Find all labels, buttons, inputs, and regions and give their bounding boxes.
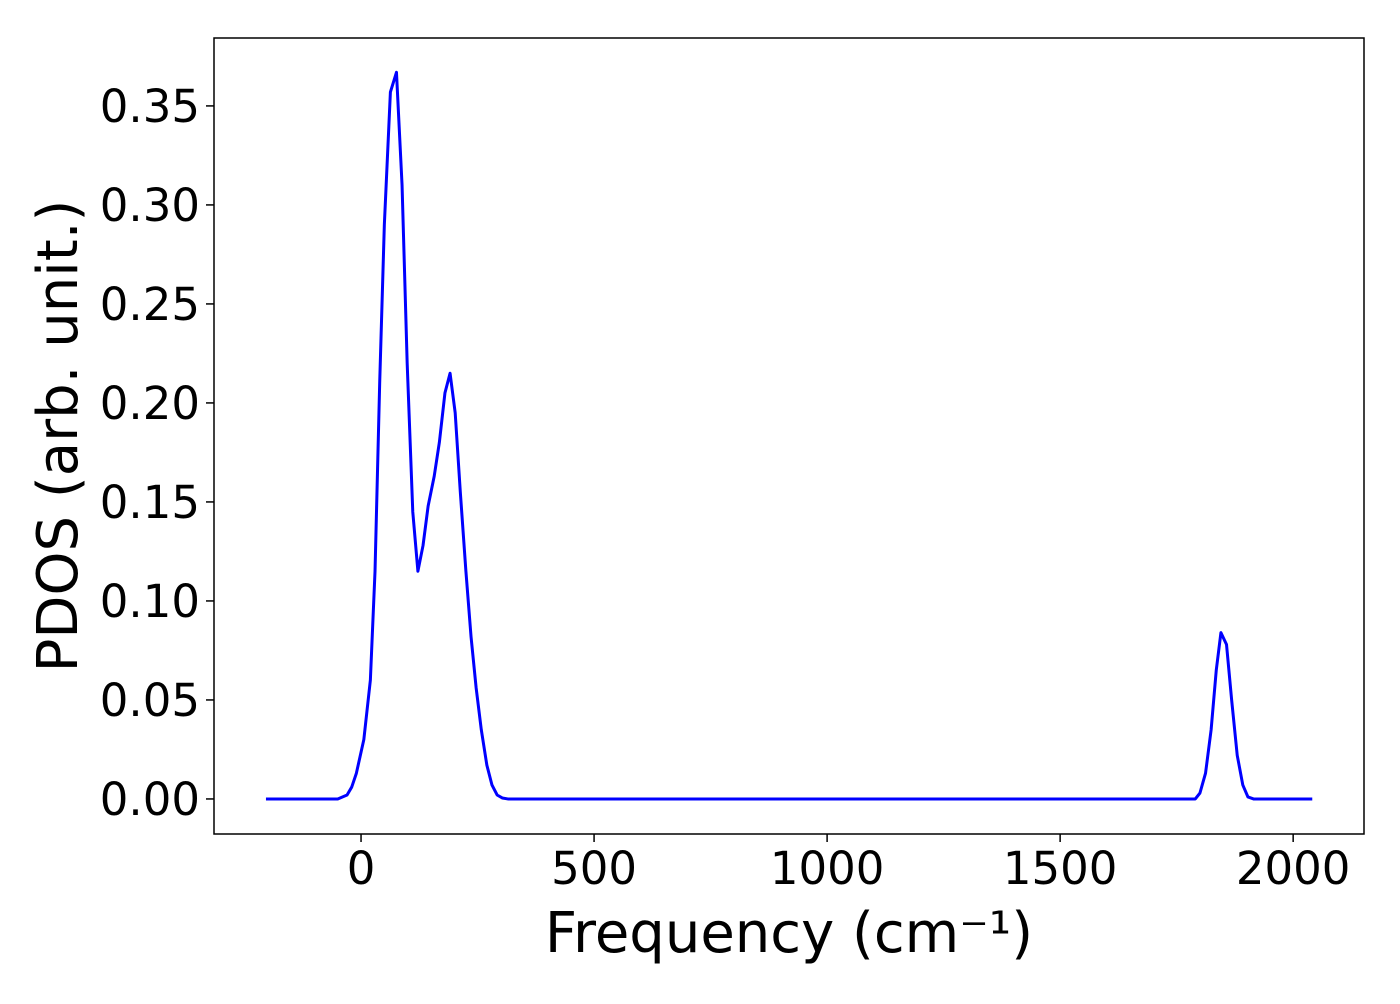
plot-frame <box>213 37 1365 835</box>
x-tick-label: 2000 <box>1236 842 1351 895</box>
y-axis-label: PDOS (arb. unit.) <box>26 200 91 673</box>
y-tick-label: 0.30 <box>100 179 200 232</box>
y-tick-label: 0.25 <box>100 278 200 331</box>
x-tick-label: 1000 <box>770 842 885 895</box>
x-tick-label: 0 <box>347 842 376 895</box>
y-tick-label: 0.15 <box>100 476 200 529</box>
y-tick-label: 0.35 <box>100 80 200 133</box>
y-tick-label: 0.00 <box>100 773 200 826</box>
y-tick-label: 0.05 <box>100 674 200 727</box>
x-axis-label: Frequency (cm⁻¹) <box>545 901 1033 966</box>
y-tick-label: 0.10 <box>100 575 200 628</box>
x-tick-label: 1500 <box>1003 842 1118 895</box>
data-line <box>265 70 1313 801</box>
y-tick-label: 0.20 <box>100 377 200 430</box>
x-tick-label: 500 <box>551 842 637 895</box>
